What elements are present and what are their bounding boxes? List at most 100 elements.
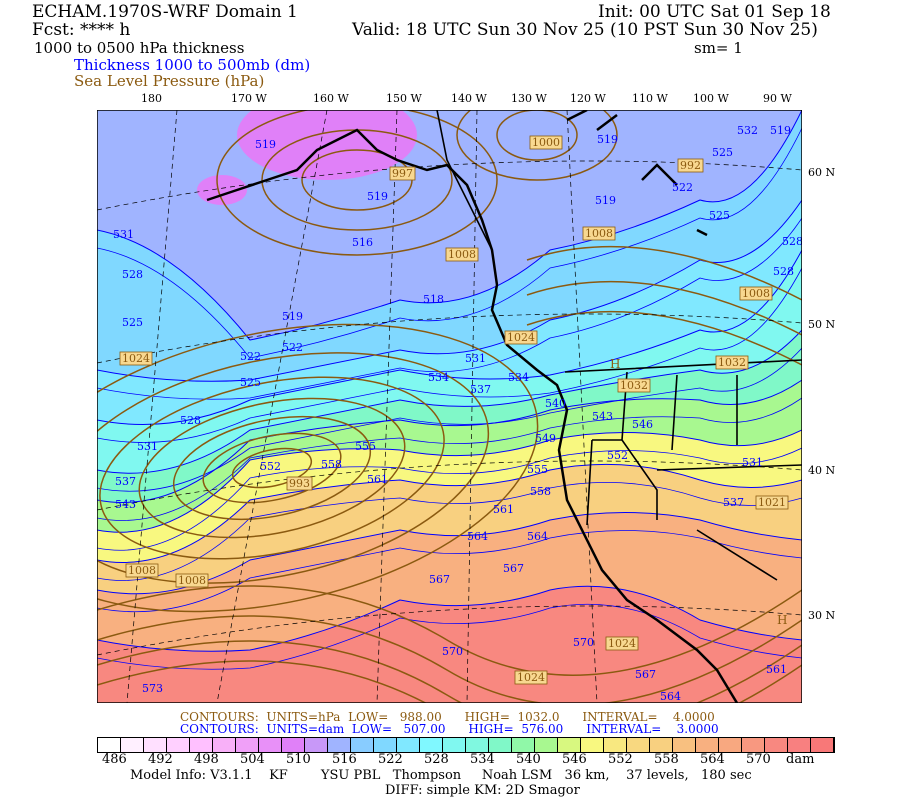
thickness-contour xyxy=(97,429,802,533)
svg-text:1024: 1024 xyxy=(507,331,535,344)
legend-slp: Sea Level Pressure (hPa) xyxy=(74,72,265,90)
colorbar-label: 504 xyxy=(240,752,265,767)
svg-text:1032: 1032 xyxy=(620,379,648,392)
slp-label: 1008 xyxy=(125,563,159,578)
colorbar-swatch xyxy=(581,738,604,752)
colorbar-swatch xyxy=(627,738,650,752)
slp-contour xyxy=(97,352,490,584)
colorbar-swatch xyxy=(259,738,282,752)
slp-contour xyxy=(97,640,802,703)
thickness-label: 516 xyxy=(352,236,373,249)
slp-label: 1008 xyxy=(582,226,616,241)
colorbar-label: 546 xyxy=(562,752,587,767)
slp-contour xyxy=(97,660,802,703)
thickness-label: 561 xyxy=(493,503,514,516)
thickness-label: 531 xyxy=(465,352,486,365)
colorbar-swatch xyxy=(696,738,719,752)
colorbar-swatch xyxy=(98,738,121,752)
high-pressure-marker: H xyxy=(777,613,787,627)
colorbar-swatch xyxy=(443,738,466,752)
colorbar-label: 522 xyxy=(378,752,403,767)
thickness-band xyxy=(197,175,247,205)
thickness-label: 570 xyxy=(573,636,594,649)
slp-contour xyxy=(99,376,445,560)
slp-label: 992 xyxy=(677,158,704,173)
valid-time: Valid: 18 UTC Sun 30 Nov 25 (10 PST Sun … xyxy=(352,20,818,40)
slp-contour xyxy=(526,245,802,301)
colorbar-label: 510 xyxy=(286,752,311,767)
slp-contour xyxy=(216,110,498,256)
thickness-label: 537 xyxy=(470,383,491,396)
colorbar-swatch xyxy=(328,738,351,752)
model-title: ECHAM.1970S-WRF Domain 1 xyxy=(32,2,298,22)
colorbar-swatch xyxy=(742,738,765,752)
slp-label: 1032 xyxy=(617,378,651,393)
slp-label: 1021 xyxy=(755,495,789,510)
colorbar-label: 486 xyxy=(102,752,127,767)
thickness-label: 564 xyxy=(660,690,681,703)
thickness-label: 519 xyxy=(367,190,388,203)
colorbar-swatch xyxy=(535,738,558,752)
thickness-contour xyxy=(97,127,802,359)
colorbar-label: 516 xyxy=(332,752,357,767)
latitude-label: 30 N xyxy=(808,609,836,622)
thickness-label: 558 xyxy=(321,458,342,471)
thickness-label: 567 xyxy=(503,562,524,575)
state-border xyxy=(436,110,802,581)
colorbar-unit: dam xyxy=(786,752,815,767)
thickness-label: 567 xyxy=(429,573,450,586)
slp-label: 1008 xyxy=(175,573,209,588)
svg-text:993: 993 xyxy=(289,477,310,490)
init-time: Init: 00 UTC Sat 01 Sep 18 xyxy=(598,2,831,22)
thickness-label: 537 xyxy=(115,475,136,488)
colorbar-label: 534 xyxy=(470,752,495,767)
slp-contour xyxy=(231,447,313,489)
thickness-label: 555 xyxy=(527,463,548,476)
colorbar-swatch xyxy=(282,738,305,752)
slp-contour xyxy=(496,110,578,161)
latitude-gridline xyxy=(97,313,802,364)
svg-text:1000: 1000 xyxy=(532,136,560,149)
slp-label: 1008 xyxy=(739,286,773,301)
thickness-label: 534 xyxy=(508,371,529,384)
colorbar-swatch xyxy=(788,738,811,752)
smoothing: sm= 1 xyxy=(694,39,743,57)
slp-label: 1008 xyxy=(445,247,479,262)
thickness-contour xyxy=(97,110,802,341)
colorbar-label: 540 xyxy=(516,752,541,767)
colorbar-swatch xyxy=(351,738,374,752)
slp-label: 1024 xyxy=(514,670,548,685)
colorbar-swatch xyxy=(811,738,834,752)
svg-text:1021: 1021 xyxy=(758,496,786,509)
thickness-label: 531 xyxy=(137,440,158,453)
slp-contour xyxy=(138,397,406,539)
diff-info: DIFF: simple KM: 2D Smagor xyxy=(385,783,580,798)
thickness-label: 546 xyxy=(632,418,653,431)
longitude-label: 120 W xyxy=(570,92,606,105)
colorbar-swatch xyxy=(144,738,167,752)
colorbar-swatch xyxy=(397,738,420,752)
thickness-contour-info: CONTOURS: UNITS=dam LOW= 507.00 HIGH= 57… xyxy=(180,722,719,736)
thickness-label: 519 xyxy=(770,124,791,137)
thickness-label: 519 xyxy=(597,133,618,146)
svg-text:1008: 1008 xyxy=(128,564,156,577)
thickness-contour xyxy=(97,603,802,670)
latitude-gridline xyxy=(97,460,802,511)
thickness-contour xyxy=(97,397,802,521)
thickness-contour xyxy=(97,379,802,503)
thickness-label: 552 xyxy=(607,449,628,462)
thickness-contour xyxy=(97,447,802,551)
thickness-label: 549 xyxy=(535,432,556,445)
svg-text:992: 992 xyxy=(680,159,701,172)
thickness-label: 543 xyxy=(115,498,136,511)
thickness-label: 525 xyxy=(712,146,733,159)
svg-text:1032: 1032 xyxy=(718,356,746,369)
thickness-label: 532 xyxy=(737,124,758,137)
thickness-label: 573 xyxy=(142,682,163,695)
coastline xyxy=(566,110,708,237)
longitude-label: 140 W xyxy=(451,92,487,105)
thickness-contour xyxy=(97,217,802,400)
slp-label: 1000 xyxy=(529,135,563,150)
slp-contour xyxy=(97,585,802,676)
thickness-label: 543 xyxy=(592,410,613,423)
